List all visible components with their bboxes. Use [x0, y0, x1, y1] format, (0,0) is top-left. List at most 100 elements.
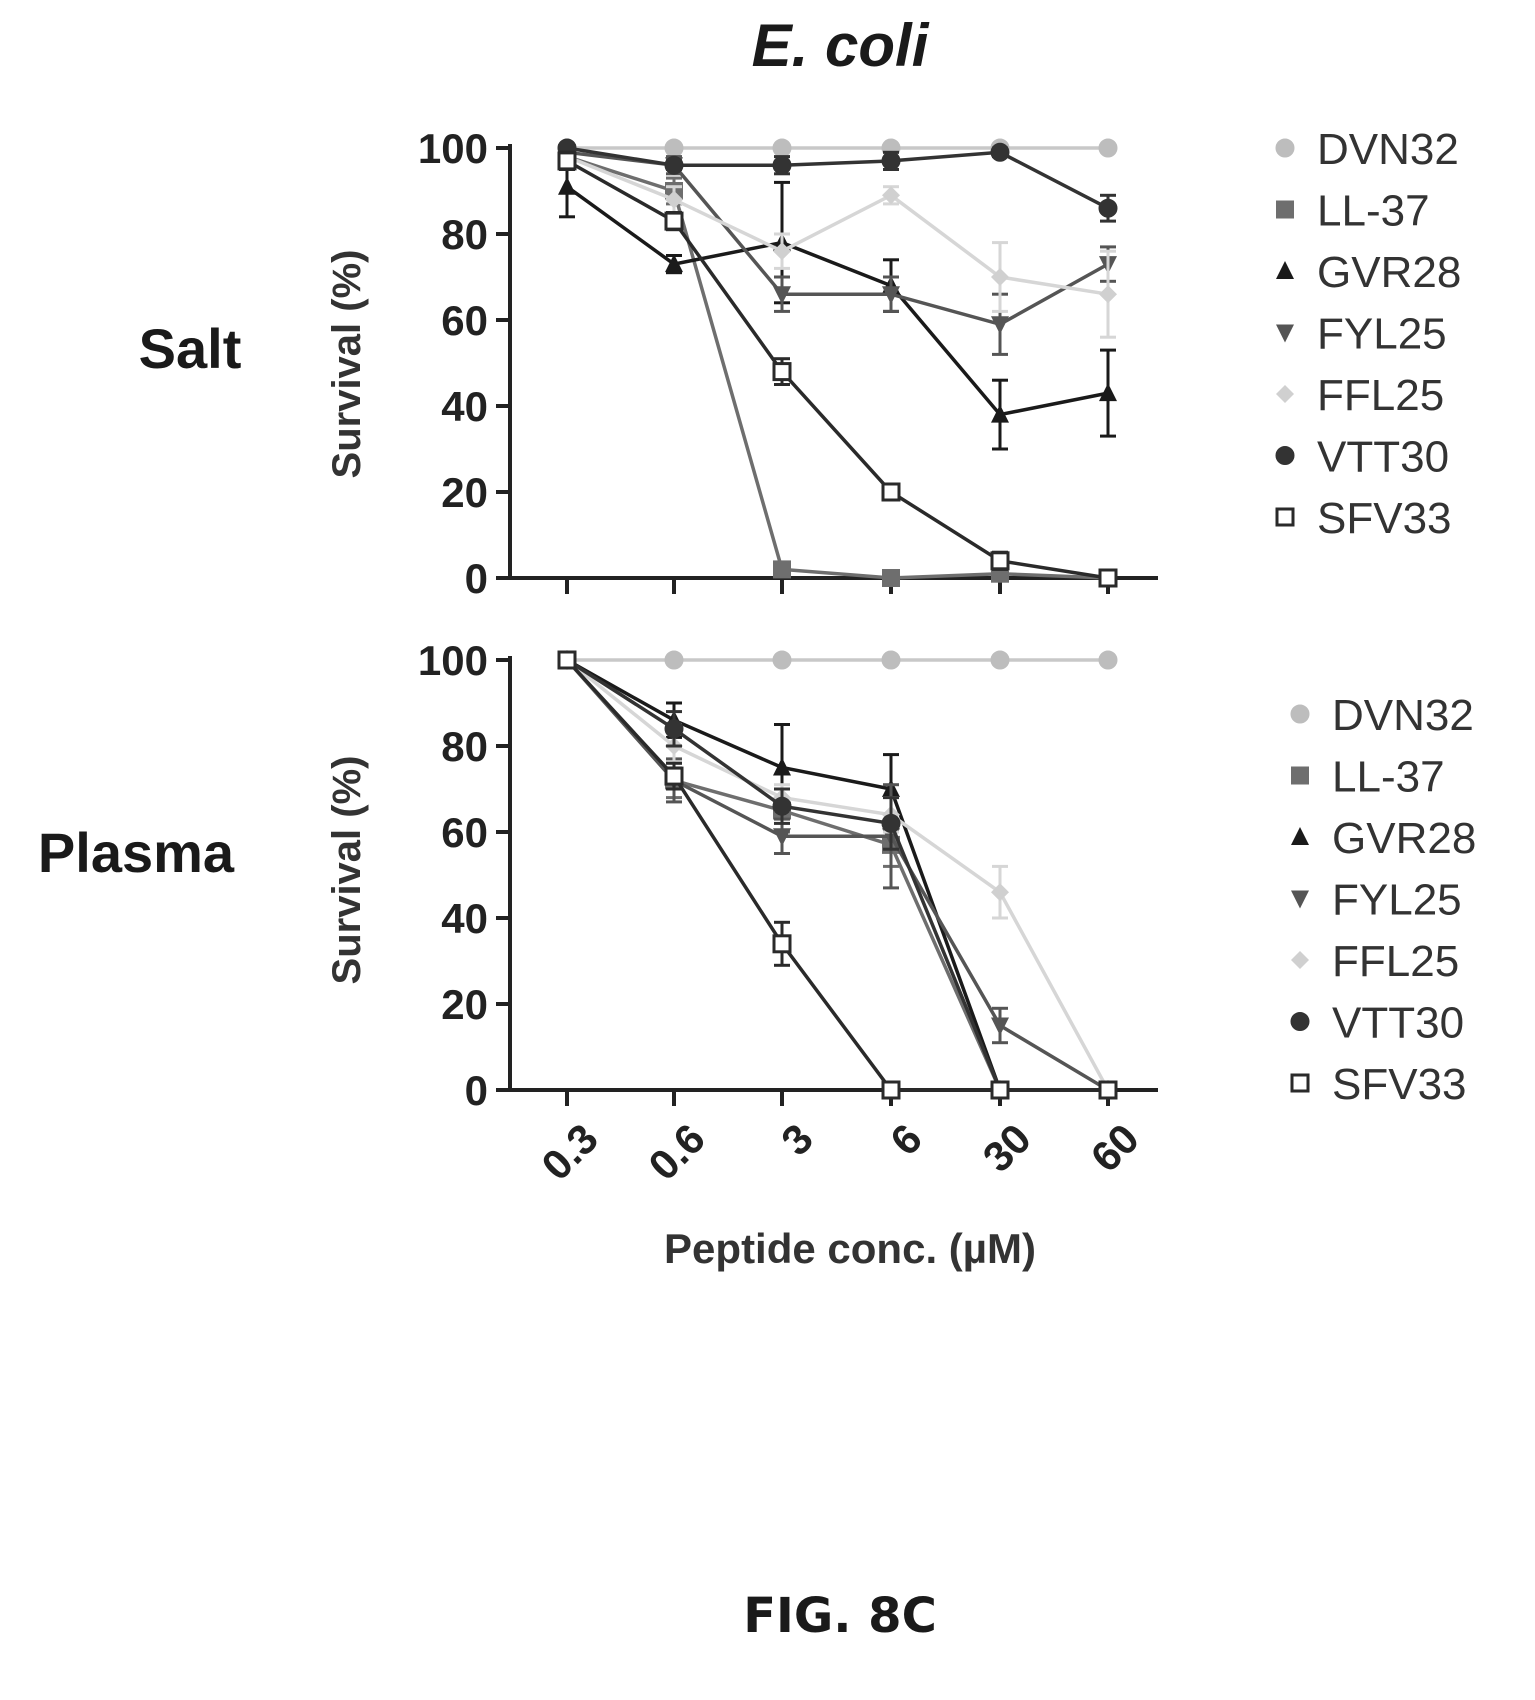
data-point [991, 1017, 1009, 1036]
data-point [990, 1080, 1010, 1100]
x-tick-label: 60 [1082, 1115, 1148, 1181]
legend-label: FFL25 [1332, 937, 1459, 986]
y-tick-label: 40 [441, 383, 488, 430]
data-point [773, 242, 791, 261]
x-tick-label: 0.3 [532, 1115, 607, 1190]
data-point [991, 268, 1009, 286]
legend-marker [1276, 200, 1294, 219]
legend-item-ll-37: LL-37 [1291, 753, 1445, 802]
legend-marker [1291, 951, 1309, 969]
data-point [1099, 285, 1117, 304]
legend-label: VTT30 [1317, 433, 1449, 482]
data-point [772, 650, 792, 670]
series-line [565, 185, 1109, 417]
legend-marker [1275, 138, 1295, 158]
y-tick-label: 80 [441, 211, 488, 258]
data-point [772, 934, 792, 954]
legend-label: SFV33 [1332, 1060, 1467, 1109]
data-point [991, 404, 1009, 423]
legend-item-gvr28: GVR28 [1291, 814, 1476, 863]
series-line [566, 146, 1109, 210]
x-tick-label: 6 [881, 1115, 931, 1165]
legend-marker [1276, 324, 1294, 343]
panel-label-plasma: Plasma [38, 821, 235, 884]
series-line [566, 154, 1109, 580]
data-point [990, 551, 1010, 571]
legend-marker [1290, 1073, 1310, 1093]
legend-marker [1290, 1012, 1310, 1031]
legend-item-dvn32: DVN32 [1275, 125, 1459, 174]
data-point [772, 138, 792, 158]
data-point [881, 650, 901, 670]
data-point [990, 142, 1010, 162]
legend-item-vtt30: VTT30 [1290, 999, 1464, 1048]
legend-label: FYL25 [1332, 876, 1462, 925]
series-fyl25 [558, 144, 1117, 356]
series-line [566, 154, 1109, 296]
y-tick-label: 80 [441, 723, 488, 770]
data-point [1098, 650, 1118, 670]
x-tick-label: 30 [974, 1115, 1040, 1181]
data-point [881, 1080, 901, 1100]
data-point [557, 650, 577, 670]
data-point [664, 766, 684, 786]
panel-salt: Salt Survival (%) 0 20 40 60 80 100 DVN32 LL-3… [139, 125, 1462, 602]
series-ffl25 [558, 651, 1117, 1099]
panel-label-salt: Salt [139, 317, 242, 380]
legend-item-sfv33: SFV33 [1290, 1060, 1467, 1109]
data-point [773, 286, 791, 305]
y-axis-label-plasma: Survival (%) [325, 756, 369, 985]
data-point [772, 362, 792, 382]
series-ffl25 [558, 146, 1117, 339]
figure-caption: FIG. 8C [743, 1588, 937, 1644]
data-point [557, 151, 577, 171]
panel-plasma: Plasma Survival (%) 0 20 40 60 80 100 DVN32 LL… [38, 637, 1476, 1189]
legend-label: SFV33 [1317, 494, 1452, 543]
data-point [1098, 1080, 1118, 1100]
series-line [565, 658, 1108, 1092]
data-point [1099, 383, 1117, 402]
data-point [881, 813, 901, 833]
x-tick-label: 3 [772, 1115, 822, 1165]
legend-marker [1290, 704, 1310, 724]
series-layer-salt [557, 138, 1118, 588]
y-tick-label: 0 [465, 1067, 488, 1114]
data-point [1098, 568, 1118, 588]
series-dvn32 [557, 650, 1118, 670]
series-line [566, 150, 1109, 327]
data-point [664, 719, 684, 739]
data-point [991, 883, 1009, 902]
x-axis-label: Peptide conc. (µM) [664, 1225, 1036, 1272]
legend-item-sfv33: SFV33 [1275, 494, 1452, 543]
x-tick-label: 0.6 [639, 1115, 714, 1190]
series-line [565, 658, 1110, 1091]
legend-label: VTT30 [1332, 999, 1464, 1048]
series-vtt30 [557, 138, 1118, 223]
data-point [882, 286, 900, 305]
y-tick-label: 0 [465, 555, 488, 602]
legend-salt: DVN32 LL-37 GVR28 FYL25 FFL25 VTT30 SFV33 [1275, 125, 1461, 543]
series-layer-plasma [557, 650, 1118, 1100]
legend-marker [1291, 890, 1309, 909]
legend-marker [1275, 507, 1295, 527]
y-tick-label: 60 [441, 297, 488, 344]
data-point [664, 138, 684, 158]
legend-label: LL-37 [1332, 753, 1445, 802]
axes-salt: 0 20 40 60 80 100 [418, 125, 1158, 602]
data-point [881, 482, 901, 502]
series-line [565, 658, 1109, 1092]
data-point [664, 650, 684, 670]
legend-label: LL-37 [1317, 187, 1430, 236]
series-ll-37 [558, 146, 1117, 587]
figure-title: E. coli [752, 12, 930, 79]
data-point [772, 155, 792, 175]
data-point [773, 757, 791, 776]
axes-plasma: 0 20 40 60 80 100 [418, 637, 1158, 1114]
legend-label: GVR28 [1317, 248, 1461, 297]
legend-item-ffl25: FFL25 [1276, 371, 1444, 420]
series-gvr28 [558, 650, 1117, 1098]
legend-item-fyl25: FYL25 [1291, 876, 1462, 925]
legend-marker [1291, 827, 1309, 845]
data-point [991, 316, 1009, 335]
